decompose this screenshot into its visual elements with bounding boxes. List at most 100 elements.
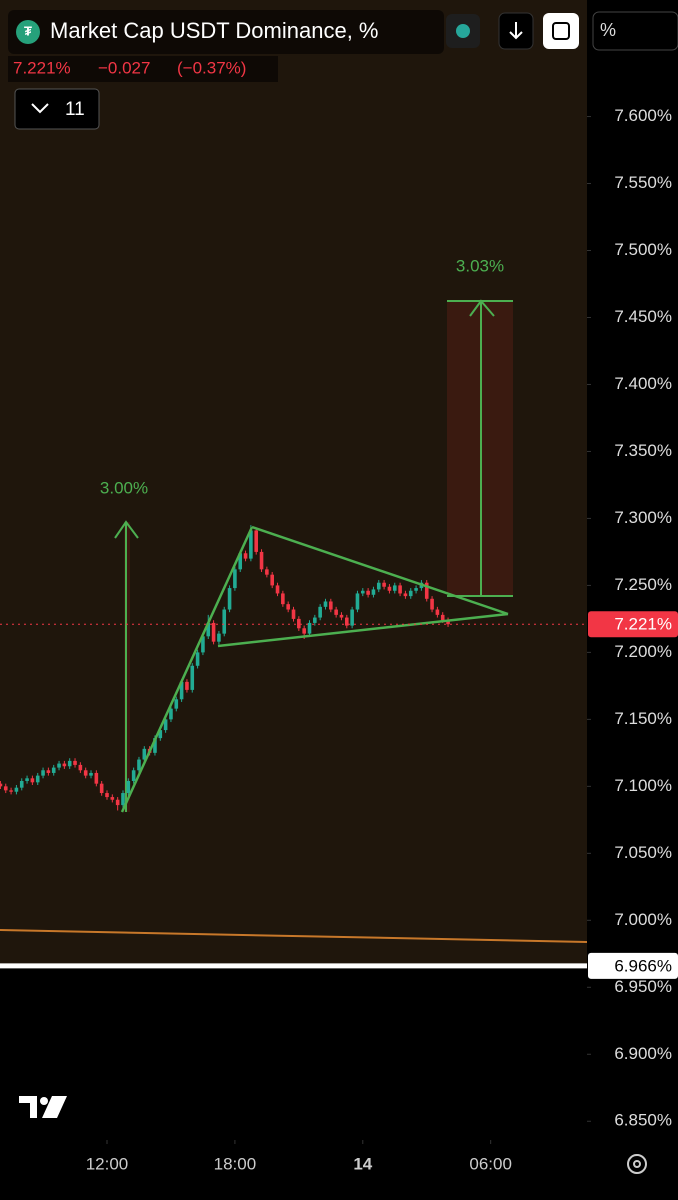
- logo: [19, 1096, 67, 1118]
- tick-layer: [106, 116, 591, 1144]
- y-tick-label: 7.050%: [614, 843, 672, 862]
- y-tick-label: 7.100%: [614, 776, 672, 795]
- y-tick-label: 7.450%: [614, 307, 672, 326]
- candle-body: [30, 778, 35, 783]
- price-axis: [587, 0, 678, 1200]
- candle-body: [179, 681, 184, 700]
- candle-body: [334, 609, 338, 615]
- measure-label: 3.00%: [100, 478, 148, 497]
- candle-body: [382, 582, 386, 587]
- fullscreen-icon: [552, 22, 570, 40]
- candle-body: [275, 585, 280, 594]
- candle-body: [201, 636, 205, 653]
- candle-body: [398, 585, 402, 594]
- measure-label: 3.03%: [456, 256, 504, 275]
- symbol-icon-glyph: ₮: [24, 23, 32, 38]
- y-tick-label: 7.250%: [614, 575, 672, 594]
- scale-button[interactable]: [592, 11, 678, 51]
- change-value: −0.027: [98, 58, 150, 77]
- candle-body: [339, 614, 344, 618]
- y-tick-label: 7.350%: [614, 441, 672, 460]
- candle-body: [142, 748, 147, 760]
- candle-body: [249, 530, 253, 559]
- settings-icon[interactable]: [627, 1154, 647, 1174]
- candle-body: [51, 767, 56, 773]
- chevron: [31, 103, 49, 114]
- y-tick-label: 7.000%: [614, 910, 672, 929]
- candle-body: [360, 590, 365, 594]
- symbol-icon[interactable]: [16, 20, 40, 44]
- x-tick-label: 14: [353, 1154, 372, 1173]
- candle-body: [25, 778, 29, 781]
- candle-body: [41, 770, 45, 776]
- y-tick-label: 7.550%: [614, 173, 672, 192]
- candle-body: [307, 622, 312, 634]
- candle-body: [233, 569, 237, 589]
- candle-body: [185, 681, 189, 690]
- candle-body: [89, 772, 93, 776]
- y-tick-label: 7.400%: [614, 374, 672, 393]
- trend-line: [0, 929, 588, 943]
- candle-body: [46, 770, 51, 773]
- price-box: [8, 56, 278, 82]
- status-dot: [456, 24, 470, 38]
- x-tick-label: 12:00: [86, 1154, 129, 1173]
- candle-body: [195, 652, 200, 666]
- pattern-line: [251, 525, 509, 616]
- x-tick-label: 06:00: [469, 1154, 512, 1173]
- candle-body: [291, 609, 296, 619]
- candle-body: [206, 622, 211, 637]
- y-tick-label: 7.300%: [614, 508, 672, 527]
- candle-body: [414, 588, 418, 591]
- candle-body: [366, 590, 370, 595]
- down-icon: [509, 22, 523, 40]
- candle-body: [94, 772, 99, 784]
- candle-body: [131, 770, 136, 781]
- candle-body: [403, 593, 408, 597]
- candle-body: [430, 598, 434, 610]
- candle-body: [371, 589, 376, 595]
- header-box: [8, 10, 444, 54]
- last-price-box: [588, 611, 678, 638]
- candle-body: [217, 633, 221, 642]
- candle-body: [265, 569, 269, 575]
- candle-body: [355, 593, 360, 610]
- fullscreen-button[interactable]: [543, 13, 579, 49]
- candle-body: [9, 790, 13, 792]
- candle-body: [110, 797, 115, 800]
- level-label: 6.966%: [614, 956, 672, 975]
- candle-body: [254, 530, 259, 552]
- y-tick-label: 7.150%: [614, 709, 672, 728]
- y-tick-label: 6.950%: [614, 977, 672, 996]
- candle-body: [62, 763, 67, 767]
- candle-body: [243, 553, 248, 559]
- candle-body: [174, 699, 179, 709]
- y-tick-label: 6.900%: [614, 1044, 672, 1063]
- candle-body: [14, 787, 19, 792]
- triangle-pattern: [120, 525, 509, 813]
- candle-body: [163, 719, 168, 731]
- candle-body: [376, 582, 381, 590]
- candle-body: [57, 763, 61, 768]
- y-tick-label: 7.600%: [614, 106, 672, 125]
- candle-body: [227, 588, 232, 610]
- candle-body: [211, 622, 216, 642]
- x-tick-label: 18:00: [214, 1154, 257, 1173]
- candle-body: [115, 799, 120, 806]
- candle-body: [387, 586, 392, 591]
- candle-body: [350, 609, 354, 626]
- candle-body: [297, 618, 301, 629]
- candle-body: [222, 609, 227, 634]
- candle-body: [259, 551, 264, 570]
- candle-body: [83, 770, 88, 776]
- candles: [0, 525, 450, 811]
- last-value: 7.221%: [13, 58, 71, 77]
- y-tick-label: 6.850%: [614, 1111, 672, 1130]
- candle-body: [99, 783, 104, 794]
- indicators-toggle[interactable]: [14, 88, 100, 130]
- candle-body: [137, 759, 141, 771]
- candle-body: [286, 604, 290, 610]
- y-tick-label: 7.200%: [614, 642, 672, 661]
